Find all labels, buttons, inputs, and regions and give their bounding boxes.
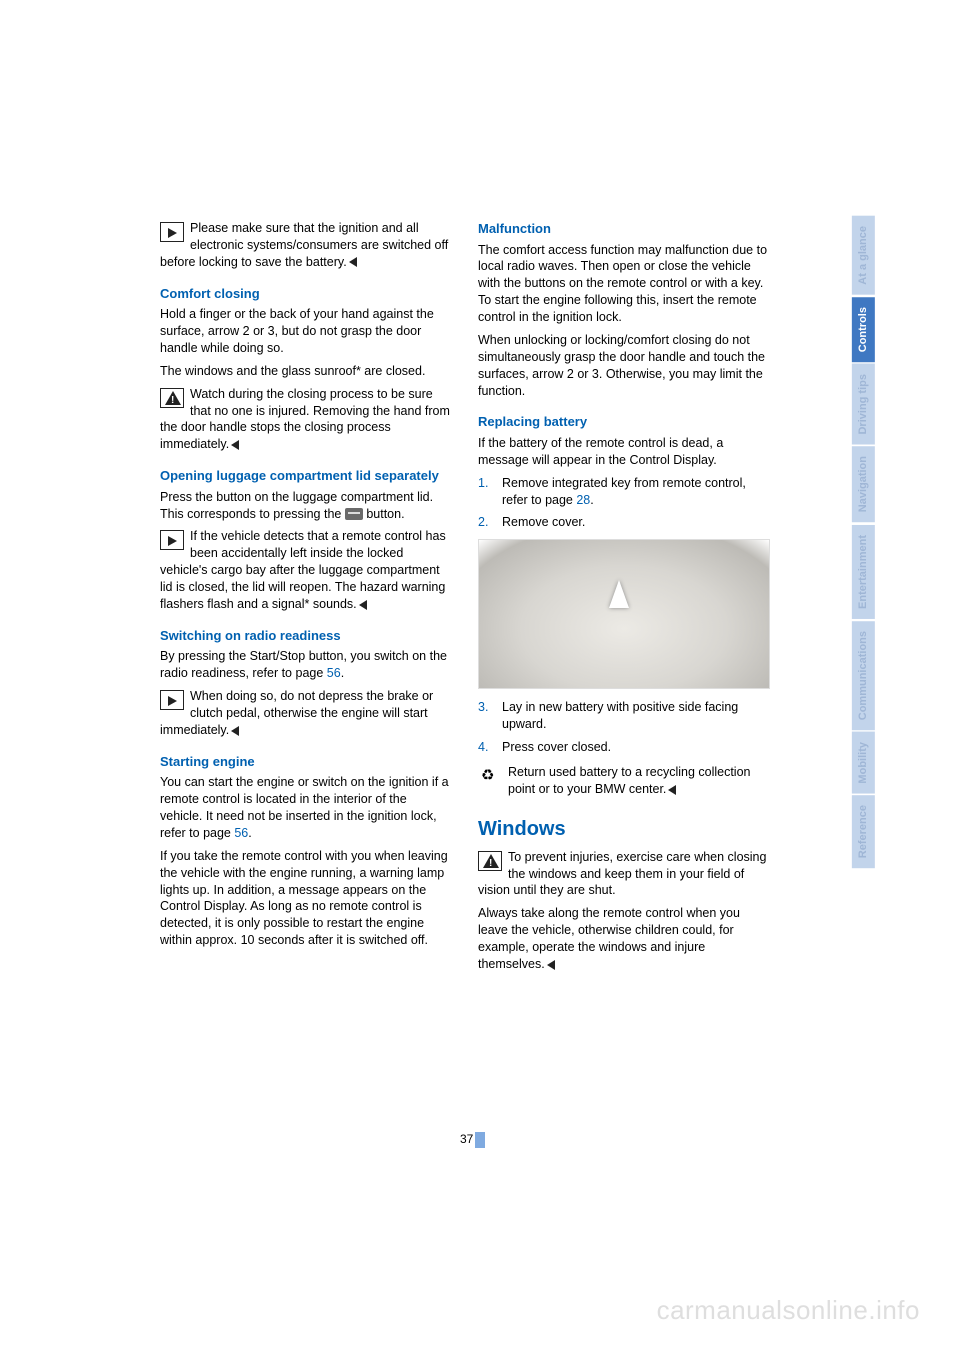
- column-left: Please make sure that the ignition and a…: [160, 220, 452, 979]
- info-icon: [160, 690, 184, 710]
- tab-navigation[interactable]: Navigation: [852, 446, 875, 522]
- step-1: 1.Remove integrated key from remote cont…: [478, 475, 770, 509]
- tab-reference[interactable]: Reference: [852, 795, 875, 868]
- tab-driving-tips[interactable]: Driving tips: [852, 364, 875, 445]
- para-comfort-1: Hold a finger or the back of your hand a…: [160, 306, 452, 357]
- tab-communications[interactable]: Communications: [852, 621, 875, 730]
- info-icon: [160, 530, 184, 550]
- page-link-28[interactable]: 28: [576, 493, 590, 507]
- step-4: 4.Press cover closed.: [478, 739, 770, 756]
- para-malf-2: When unlocking or locking/comfort closin…: [478, 332, 770, 400]
- section-tabs: At a glance Controls Driving tips Naviga…: [852, 216, 878, 871]
- notice-text: To prevent injuries, exercise care when …: [478, 850, 766, 898]
- tab-controls[interactable]: Controls: [852, 297, 875, 362]
- para-batt-1: If the battery of the remote control is …: [478, 435, 770, 469]
- para-radio-1: By pressing the Start/Stop button, you s…: [160, 648, 452, 682]
- page-link-56[interactable]: 56: [234, 826, 248, 840]
- tab-mobility[interactable]: Mobility: [852, 732, 875, 794]
- page-content: Please make sure that the ignition and a…: [160, 220, 780, 979]
- end-marker-icon: [349, 257, 357, 267]
- notice-windows-warning: To prevent injuries, exercise care when …: [478, 849, 770, 900]
- warning-icon: [478, 851, 502, 871]
- recycle-icon: [478, 766, 502, 786]
- notice-text: When doing so, do not depress the brake …: [160, 689, 433, 737]
- page-number: 37: [460, 1131, 485, 1148]
- end-marker-icon: [359, 600, 367, 610]
- tab-entertainment[interactable]: Entertainment: [852, 525, 875, 619]
- notice-luggage: If the vehicle detects that a remote con…: [160, 528, 452, 612]
- heading-starting-engine: Starting engine: [160, 753, 452, 771]
- notice-text: Watch during the closing process to be s…: [160, 387, 450, 452]
- notice-closing-warning: Watch during the closing process to be s…: [160, 386, 452, 454]
- para-windows-2: Always take along the remote control whe…: [478, 905, 770, 973]
- remote-cover-figure: [478, 539, 770, 689]
- para-start-2: If you take the remote control with you …: [160, 848, 452, 949]
- info-icon: [160, 222, 184, 242]
- end-marker-icon: [231, 440, 239, 450]
- notice-recycle: Return used battery to a recycling colle…: [478, 764, 770, 798]
- trunk-button-icon: [345, 508, 363, 520]
- notice-text: Please make sure that the ignition and a…: [160, 221, 448, 269]
- end-marker-icon: [231, 726, 239, 736]
- battery-steps: 1.Remove integrated key from remote cont…: [478, 475, 770, 532]
- tab-at-a-glance[interactable]: At a glance: [852, 216, 875, 295]
- heading-malfunction: Malfunction: [478, 220, 770, 238]
- warning-icon: [160, 388, 184, 408]
- step-2: 2.Remove cover.: [478, 514, 770, 531]
- heading-luggage-lid: Opening luggage compartment lid separate…: [160, 467, 452, 485]
- notice-text: If the vehicle detects that a remote con…: [160, 529, 446, 611]
- end-marker-icon: [547, 960, 555, 970]
- heading-radio-readiness: Switching on radio readiness: [160, 627, 452, 645]
- heading-comfort-closing: Comfort closing: [160, 285, 452, 303]
- para-malf-1: The comfort access function may malfunct…: [478, 242, 770, 326]
- para-comfort-2: The windows and the glass sunroof* are c…: [160, 363, 452, 380]
- column-right: Malfunction The comfort access function …: [478, 220, 770, 979]
- notice-ignition: Please make sure that the ignition and a…: [160, 220, 452, 271]
- step-3: 3.Lay in new battery with positive side …: [478, 699, 770, 733]
- heading-replacing-battery: Replacing battery: [478, 413, 770, 431]
- page-link-56[interactable]: 56: [327, 666, 341, 680]
- notice-text: Return used battery to a recycling colle…: [508, 765, 751, 796]
- para-start-1: You can start the engine or switch on th…: [160, 774, 452, 842]
- page-bar-icon: [475, 1132, 485, 1148]
- arrow-up-icon: [609, 580, 629, 608]
- watermark: carmanualsonline.info: [657, 1293, 920, 1328]
- para-luggage-1: Press the button on the luggage compartm…: [160, 489, 452, 523]
- heading-windows: Windows: [478, 816, 770, 843]
- battery-steps-cont: 3.Lay in new battery with positive side …: [478, 699, 770, 756]
- notice-radio: When doing so, do not depress the brake …: [160, 688, 452, 739]
- end-marker-icon: [668, 785, 676, 795]
